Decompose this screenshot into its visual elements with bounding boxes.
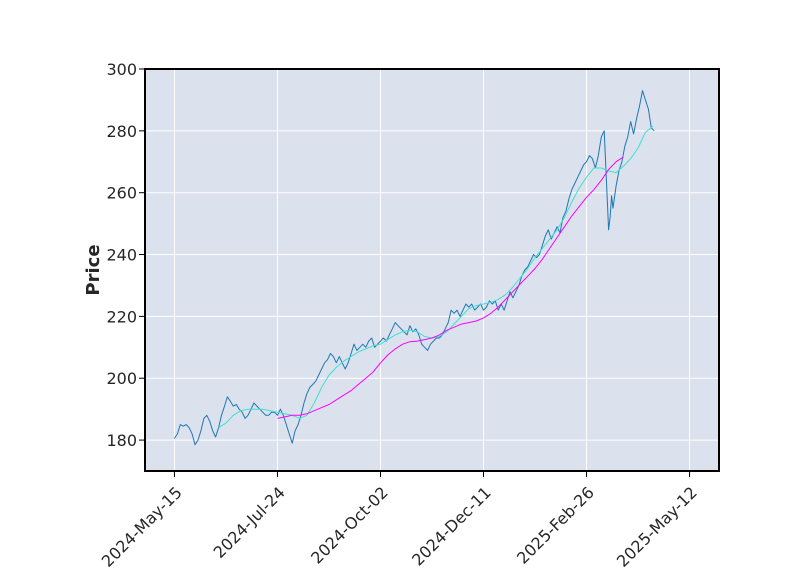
y-tick-label: 300 — [106, 60, 137, 79]
x-tick-label: 2024-May-15 — [98, 483, 186, 571]
x-tick-label: 2024-Oct-02 — [307, 483, 392, 568]
y-tick-label: 200 — [106, 369, 137, 388]
y-tick-label: 280 — [106, 122, 137, 141]
x-tick-label: 2024-Dec-11 — [408, 483, 495, 570]
gridlines — [145, 68, 719, 471]
x-tick-label: 2024-Jul-24 — [210, 483, 289, 562]
y-tick-label: 220 — [106, 307, 137, 326]
y-axis-label: Price — [83, 244, 104, 295]
y-tick-label: 180 — [106, 431, 137, 450]
plot-frame — [144, 68, 720, 472]
series-lines — [173, 90, 655, 446]
x-tick-label: 2025-May-12 — [613, 483, 701, 571]
series-line-2 — [218, 125, 654, 429]
y-tick-label: 260 — [106, 184, 137, 203]
y-tick-label: 240 — [106, 246, 137, 265]
x-tick-label: 2025-Feb-26 — [513, 483, 598, 568]
y-axis: 180 200 220 240 260 280 300 — [106, 60, 145, 450]
x-axis: 2024-May-15 2024-Jul-24 2024-Oct-02 2024-De… — [98, 471, 701, 571]
plot-background — [145, 69, 719, 471]
series-line-3 — [277, 156, 624, 419]
